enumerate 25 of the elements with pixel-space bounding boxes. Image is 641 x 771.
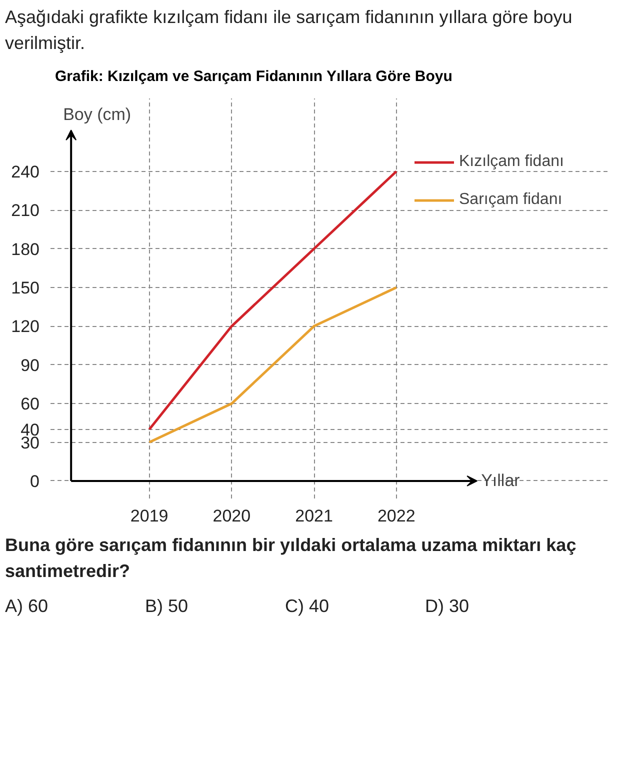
y-tick-label: 120	[11, 316, 40, 336]
y-tick-label: 180	[11, 240, 40, 259]
text: A) 60	[5, 595, 48, 618]
line-series	[148, 286, 398, 444]
chart-title: Grafik: Kızılçam ve Sarıçam Fidanının Yıllara Göre Boyu	[55, 67, 452, 88]
line-series	[148, 170, 398, 430]
legend-label: Sarıçam fidanı	[459, 190, 562, 209]
y-tick-label: 60	[20, 394, 40, 414]
text: B) 50	[145, 595, 188, 618]
x-tick-label: 2019	[130, 506, 168, 526]
text: C) 40	[285, 595, 330, 618]
y-tick-label: 0	[30, 472, 40, 491]
y-tick-label: 240	[11, 162, 40, 182]
text: Buna göre sarıçam fidanının bir yıldaki ortalama uzama miktarı kaç santimetredir?	[5, 534, 578, 583]
x-axis-title: Yıllar	[481, 470, 520, 490]
y-tick-label: 90	[20, 356, 40, 375]
legend-label: Kızılçam fidanı	[459, 152, 564, 171]
text: D) 30	[425, 595, 470, 618]
y-axis-title: Boy (cm)	[63, 104, 132, 124]
x-tick-label: 2021	[295, 506, 333, 526]
text: Aşağıdaki grafikte kızılçam fidanı ile sarıçam fidanının yıllara göre boyu verilmiştir.	[5, 6, 574, 55]
x-tick-label: 2022	[377, 506, 416, 526]
x-tick-label: 2020	[212, 506, 251, 526]
y-tick-label: 210	[11, 200, 40, 220]
y-tick-label: 150	[11, 278, 40, 298]
